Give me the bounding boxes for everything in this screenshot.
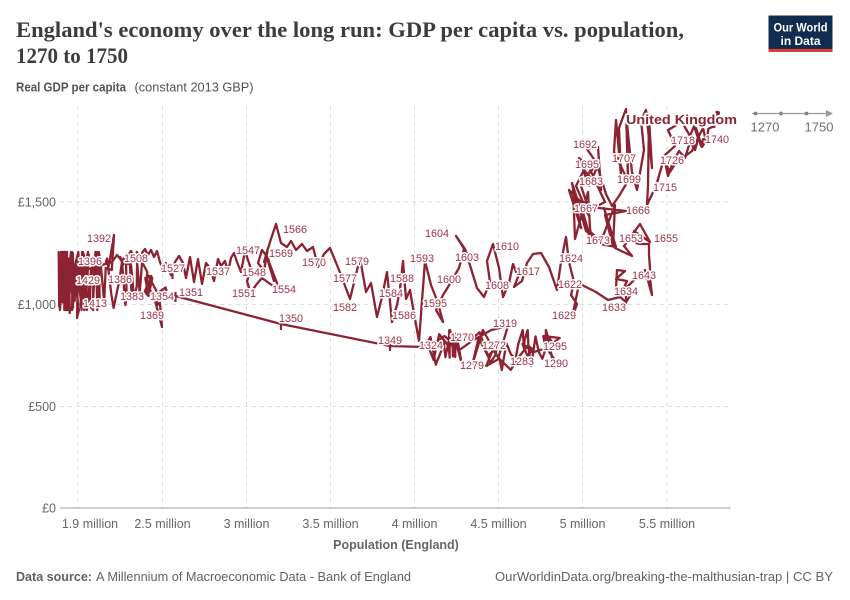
- svg-text:1603: 1603: [455, 252, 479, 264]
- svg-text:United Kingdom: United Kingdom: [626, 112, 737, 127]
- svg-text:3.5 million: 3.5 million: [302, 517, 358, 531]
- svg-text:£1,000: £1,000: [18, 298, 56, 312]
- svg-text:2.5 million: 2.5 million: [134, 517, 190, 531]
- svg-text:1548: 1548: [242, 267, 266, 279]
- svg-text:1270: 1270: [751, 120, 780, 135]
- svg-text:1537: 1537: [206, 266, 230, 278]
- svg-text:1579: 1579: [345, 256, 369, 268]
- svg-text:3 million: 3 million: [224, 517, 270, 531]
- svg-text:1595: 1595: [423, 298, 447, 310]
- svg-text:1554: 1554: [272, 284, 296, 296]
- svg-text:Population (England): Population (England): [333, 538, 459, 552]
- svg-text:1683: 1683: [579, 176, 603, 188]
- svg-text:1551: 1551: [232, 288, 256, 300]
- svg-text:1350: 1350: [279, 313, 303, 325]
- svg-text:1527: 1527: [161, 263, 185, 275]
- svg-text:1351: 1351: [179, 287, 203, 299]
- svg-text:£500: £500: [28, 400, 56, 414]
- svg-text:1634: 1634: [614, 286, 638, 298]
- svg-text:England's economy over the lon: England's economy over the long run: GDP…: [16, 17, 684, 42]
- svg-text:1604: 1604: [425, 228, 449, 240]
- svg-text:1508: 1508: [124, 253, 148, 265]
- svg-text:1396: 1396: [78, 256, 102, 268]
- svg-text:1740: 1740: [705, 134, 729, 146]
- svg-text:1283: 1283: [510, 356, 534, 368]
- svg-text:1699: 1699: [617, 174, 641, 186]
- svg-text:1272: 1272: [482, 340, 506, 352]
- svg-text:1413: 1413: [83, 298, 107, 310]
- svg-text:Data source:A Millennium of Ma: Data source: A Millennium of Macroeconomi…: [16, 570, 411, 584]
- svg-text:1715: 1715: [653, 182, 677, 194]
- svg-text:1270 to 1750: 1270 to 1750: [16, 43, 128, 68]
- svg-text:1624: 1624: [559, 253, 583, 265]
- svg-text:1319: 1319: [493, 318, 517, 330]
- svg-text:1386: 1386: [108, 274, 132, 286]
- svg-text:5 million: 5 million: [560, 517, 606, 531]
- svg-text:1429: 1429: [76, 275, 100, 287]
- svg-text:1673: 1673: [586, 235, 610, 247]
- svg-text:1600: 1600: [437, 274, 461, 286]
- svg-text:1622: 1622: [558, 279, 582, 291]
- svg-text:1643: 1643: [632, 270, 656, 282]
- svg-text:1354: 1354: [150, 291, 174, 303]
- svg-text:1569: 1569: [269, 248, 293, 260]
- svg-text:1726: 1726: [660, 155, 684, 167]
- svg-text:1577: 1577: [333, 273, 357, 285]
- svg-text:1570: 1570: [302, 257, 326, 269]
- svg-text:1750: 1750: [805, 120, 834, 135]
- svg-text:1586: 1586: [392, 310, 416, 322]
- svg-text:Real GDP per capita (constant: Real GDP per capita (constant 2013 GBP): [16, 80, 254, 95]
- svg-text:Our World: Our World: [774, 23, 828, 35]
- svg-text:1608: 1608: [485, 280, 509, 292]
- svg-text:1655: 1655: [654, 233, 678, 245]
- svg-text:1547: 1547: [236, 245, 260, 257]
- svg-text:1369: 1369: [140, 310, 164, 322]
- svg-text:4.5 million: 4.5 million: [470, 517, 526, 531]
- svg-text:in Data: in Data: [781, 36, 822, 48]
- svg-text:1692: 1692: [573, 139, 597, 151]
- svg-text:1593: 1593: [410, 253, 434, 265]
- svg-text:4 million: 4 million: [392, 517, 438, 531]
- svg-text:1324: 1324: [419, 340, 443, 352]
- svg-text:1695: 1695: [575, 159, 599, 171]
- svg-text:5.5 million: 5.5 million: [639, 517, 695, 531]
- svg-text:OurWorldinData.org/breaking-th: OurWorldinData.org/breaking-the-malthusi…: [495, 570, 834, 584]
- svg-text:£1,500: £1,500: [18, 196, 56, 210]
- svg-text:1666: 1666: [626, 205, 650, 217]
- svg-text:1582: 1582: [333, 302, 357, 314]
- svg-text:1633: 1633: [602, 302, 626, 314]
- svg-text:1718: 1718: [671, 135, 695, 147]
- svg-text:1667: 1667: [574, 203, 598, 215]
- svg-text:1610: 1610: [495, 241, 519, 253]
- svg-text:£0: £0: [42, 502, 56, 516]
- svg-text:1588: 1588: [390, 273, 414, 285]
- svg-text:1295: 1295: [543, 341, 567, 353]
- svg-text:1707: 1707: [612, 153, 636, 165]
- svg-text:1629: 1629: [552, 310, 576, 322]
- svg-text:1617: 1617: [516, 266, 540, 278]
- svg-text:1349: 1349: [378, 335, 402, 347]
- svg-text:1383: 1383: [120, 291, 144, 303]
- svg-text:1584: 1584: [379, 288, 403, 300]
- svg-text:1566: 1566: [283, 224, 307, 236]
- svg-text:1.9 million: 1.9 million: [62, 517, 118, 531]
- svg-text:1270: 1270: [450, 332, 474, 344]
- svg-text:1392: 1392: [87, 233, 111, 245]
- svg-text:1279: 1279: [460, 360, 484, 372]
- svg-text:1290: 1290: [544, 358, 568, 370]
- svg-text:1653: 1653: [619, 233, 643, 245]
